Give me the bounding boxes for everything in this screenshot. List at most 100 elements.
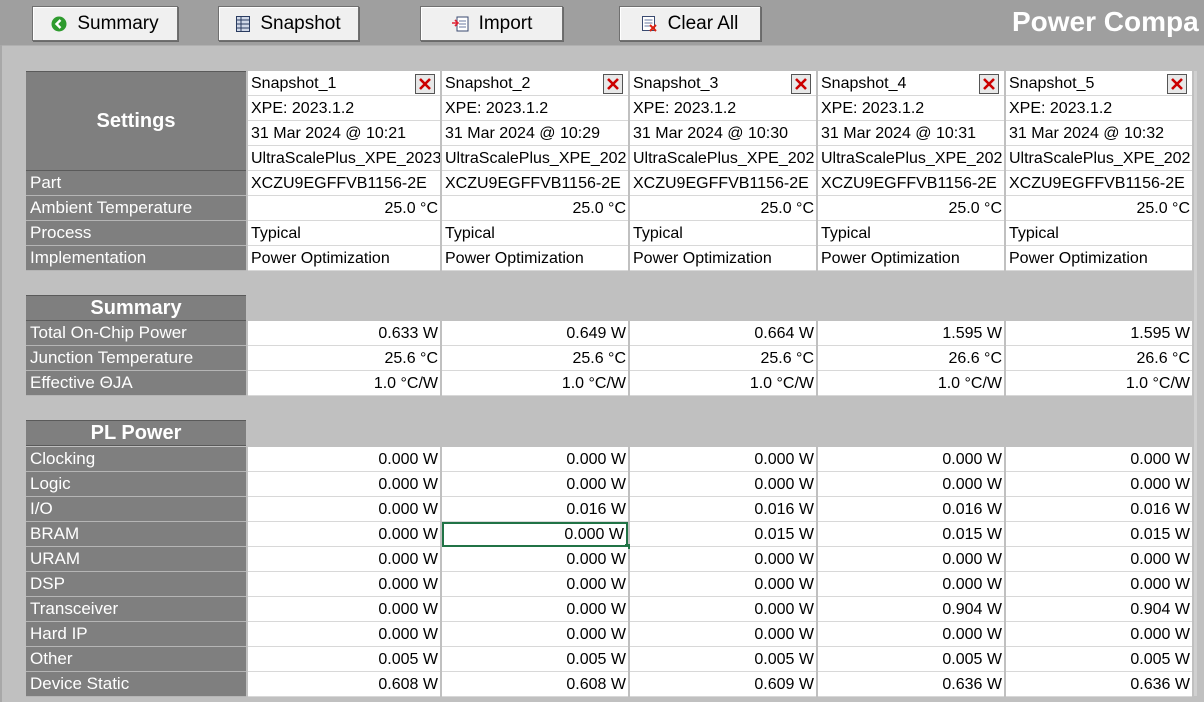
snapshot-5-transceiver-cell[interactable]: 0.904 W xyxy=(1006,597,1192,622)
snapshot-2-close-icon[interactable] xyxy=(603,74,623,94)
snapshot-4-io-cell[interactable]: 0.016 W xyxy=(818,497,1004,522)
snapshot-1-date-cell[interactable]: 31 Mar 2024 @ 10:21 xyxy=(248,121,440,146)
snapshot-5-other-cell[interactable]: 0.005 W xyxy=(1006,647,1192,672)
snapshot-2-logic-cell[interactable]: 0.000 W xyxy=(442,472,628,497)
snapshot-1-bram-cell[interactable]: 0.000 W xyxy=(248,522,440,547)
clear-all-button[interactable]: Clear All xyxy=(619,6,761,41)
snapshot-2-name-cell[interactable]: Snapshot_2 xyxy=(442,71,628,96)
snapshot-1-xpe-cell[interactable]: XPE: 2023.1.2 xyxy=(248,96,440,121)
snapshot-2-hard-ip-cell[interactable]: 0.000 W xyxy=(442,622,628,647)
snapshot-2-uram-cell[interactable]: 0.000 W xyxy=(442,547,628,572)
snapshot-3-impl-cell[interactable]: Power Optimization xyxy=(630,246,816,271)
snapshot-5-name-cell[interactable]: Snapshot_5 xyxy=(1006,71,1192,96)
snapshot-1-impl-cell[interactable]: Power Optimization xyxy=(248,246,440,271)
snapshot-2-ambient-cell[interactable]: 25.0 °C xyxy=(442,196,628,221)
snapshot-1-close-icon[interactable] xyxy=(415,74,435,94)
snapshot-4-hard-ip-cell[interactable]: 0.000 W xyxy=(818,622,1004,647)
snapshot-1-ambient-cell[interactable]: 25.0 °C xyxy=(248,196,440,221)
snapshot-1-theta-cell[interactable]: 1.0 °C/W xyxy=(248,371,440,396)
snapshot-5-logic-cell[interactable]: 0.000 W xyxy=(1006,472,1192,497)
snapshot-2-total-cell[interactable]: 0.649 W xyxy=(442,321,628,346)
snapshot-2-dsp-cell[interactable]: 0.000 W xyxy=(442,572,628,597)
snapshot-3-date-cell[interactable]: 31 Mar 2024 @ 10:30 xyxy=(630,121,816,146)
snapshot-3-process-cell[interactable]: Typical xyxy=(630,221,816,246)
snapshot-4-total-cell[interactable]: 1.595 W xyxy=(818,321,1004,346)
snapshot-3-ambient-cell[interactable]: 25.0 °C xyxy=(630,196,816,221)
snapshot-3-hard-ip-cell[interactable]: 0.000 W xyxy=(630,622,816,647)
snapshot-5-hard-ip-cell[interactable]: 0.000 W xyxy=(1006,622,1192,647)
snapshot-5-dsp-cell[interactable]: 0.000 W xyxy=(1006,572,1192,597)
snapshot-1-clocking-cell[interactable]: 0.000 W xyxy=(248,447,440,472)
snapshot-3-dsp-cell[interactable]: 0.000 W xyxy=(630,572,816,597)
snapshot-3-close-icon[interactable] xyxy=(791,74,811,94)
snapshot-1-name-cell[interactable]: Snapshot_1 xyxy=(248,71,440,96)
snapshot-5-part-cell[interactable]: XCZU9EGFFVB1156-2E xyxy=(1006,171,1192,196)
snapshot-2-junction-cell[interactable]: 25.6 °C xyxy=(442,346,628,371)
snapshot-5-close-icon[interactable] xyxy=(1167,74,1187,94)
snapshot-3-other-cell[interactable]: 0.005 W xyxy=(630,647,816,672)
snapshot-button[interactable]: Snapshot xyxy=(218,6,359,41)
snapshot-1-total-cell[interactable]: 0.633 W xyxy=(248,321,440,346)
snapshot-1-hard-ip-cell[interactable]: 0.000 W xyxy=(248,622,440,647)
snapshot-1-other-cell[interactable]: 0.005 W xyxy=(248,647,440,672)
summary-button[interactable]: Summary xyxy=(32,6,178,41)
snapshot-1-dsp-cell[interactable]: 0.000 W xyxy=(248,572,440,597)
snapshot-5-file-cell[interactable]: UltraScalePlus_XPE_202 xyxy=(1006,146,1192,171)
snapshot-4-transceiver-cell[interactable]: 0.904 W xyxy=(818,597,1004,622)
snapshot-2-process-cell[interactable]: Typical xyxy=(442,221,628,246)
snapshot-5-impl-cell[interactable]: Power Optimization xyxy=(1006,246,1192,271)
snapshot-2-impl-cell[interactable]: Power Optimization xyxy=(442,246,628,271)
snapshot-2-xpe-cell[interactable]: XPE: 2023.1.2 xyxy=(442,96,628,121)
snapshot-4-ambient-cell[interactable]: 25.0 °C xyxy=(818,196,1004,221)
snapshot-4-bram-cell[interactable]: 0.015 W xyxy=(818,522,1004,547)
snapshot-3-uram-cell[interactable]: 0.000 W xyxy=(630,547,816,572)
snapshot-3-xpe-cell[interactable]: XPE: 2023.1.2 xyxy=(630,96,816,121)
snapshot-4-junction-cell[interactable]: 26.6 °C xyxy=(818,346,1004,371)
snapshot-1-device-static-cell[interactable]: 0.608 W xyxy=(248,672,440,697)
snapshot-3-bram-cell[interactable]: 0.015 W xyxy=(630,522,816,547)
snapshot-4-xpe-cell[interactable]: XPE: 2023.1.2 xyxy=(818,96,1004,121)
snapshot-1-part-cell[interactable]: XCZU9EGFFVB1156-2E xyxy=(248,171,440,196)
snapshot-1-io-cell[interactable]: 0.000 W xyxy=(248,497,440,522)
snapshot-5-ambient-cell[interactable]: 25.0 °C xyxy=(1006,196,1192,221)
snapshot-3-file-cell[interactable]: UltraScalePlus_XPE_202 xyxy=(630,146,816,171)
snapshot-4-process-cell[interactable]: Typical xyxy=(818,221,1004,246)
snapshot-2-file-cell[interactable]: UltraScalePlus_XPE_202 xyxy=(442,146,628,171)
snapshot-4-dsp-cell[interactable]: 0.000 W xyxy=(818,572,1004,597)
snapshot-5-device-static-cell[interactable]: 0.636 W xyxy=(1006,672,1192,697)
snapshot-2-part-cell[interactable]: XCZU9EGFFVB1156-2E xyxy=(442,171,628,196)
snapshot-1-file-cell[interactable]: UltraScalePlus_XPE_2023 xyxy=(248,146,440,171)
snapshot-3-total-cell[interactable]: 0.664 W xyxy=(630,321,816,346)
snapshot-3-transceiver-cell[interactable]: 0.000 W xyxy=(630,597,816,622)
snapshot-2-bram-cell[interactable]: 0.000 W xyxy=(442,522,628,547)
snapshot-3-device-static-cell[interactable]: 0.609 W xyxy=(630,672,816,697)
snapshot-4-close-icon[interactable] xyxy=(979,74,999,94)
snapshot-4-device-static-cell[interactable]: 0.636 W xyxy=(818,672,1004,697)
snapshot-4-logic-cell[interactable]: 0.000 W xyxy=(818,472,1004,497)
snapshot-3-io-cell[interactable]: 0.016 W xyxy=(630,497,816,522)
snapshot-5-xpe-cell[interactable]: XPE: 2023.1.2 xyxy=(1006,96,1192,121)
snapshot-5-total-cell[interactable]: 1.595 W xyxy=(1006,321,1192,346)
snapshot-2-transceiver-cell[interactable]: 0.000 W xyxy=(442,597,628,622)
snapshot-1-uram-cell[interactable]: 0.000 W xyxy=(248,547,440,572)
snapshot-4-impl-cell[interactable]: Power Optimization xyxy=(818,246,1004,271)
snapshot-3-logic-cell[interactable]: 0.000 W xyxy=(630,472,816,497)
snapshot-4-clocking-cell[interactable]: 0.000 W xyxy=(818,447,1004,472)
snapshot-4-part-cell[interactable]: XCZU9EGFFVB1156-2E xyxy=(818,171,1004,196)
snapshot-4-file-cell[interactable]: UltraScalePlus_XPE_202 xyxy=(818,146,1004,171)
snapshot-5-process-cell[interactable]: Typical xyxy=(1006,221,1192,246)
snapshot-1-junction-cell[interactable]: 25.6 °C xyxy=(248,346,440,371)
snapshot-4-name-cell[interactable]: Snapshot_4 xyxy=(818,71,1004,96)
snapshot-2-date-cell[interactable]: 31 Mar 2024 @ 10:29 xyxy=(442,121,628,146)
snapshot-2-other-cell[interactable]: 0.005 W xyxy=(442,647,628,672)
fill-handle[interactable] xyxy=(625,544,630,549)
snapshot-1-transceiver-cell[interactable]: 0.000 W xyxy=(248,597,440,622)
snapshot-3-name-cell[interactable]: Snapshot_3 xyxy=(630,71,816,96)
snapshot-2-device-static-cell[interactable]: 0.608 W xyxy=(442,672,628,697)
snapshot-5-date-cell[interactable]: 31 Mar 2024 @ 10:32 xyxy=(1006,121,1192,146)
snapshot-1-process-cell[interactable]: Typical xyxy=(248,221,440,246)
snapshot-5-bram-cell[interactable]: 0.015 W xyxy=(1006,522,1192,547)
snapshot-1-logic-cell[interactable]: 0.000 W xyxy=(248,472,440,497)
snapshot-5-clocking-cell[interactable]: 0.000 W xyxy=(1006,447,1192,472)
snapshot-5-uram-cell[interactable]: 0.000 W xyxy=(1006,547,1192,572)
